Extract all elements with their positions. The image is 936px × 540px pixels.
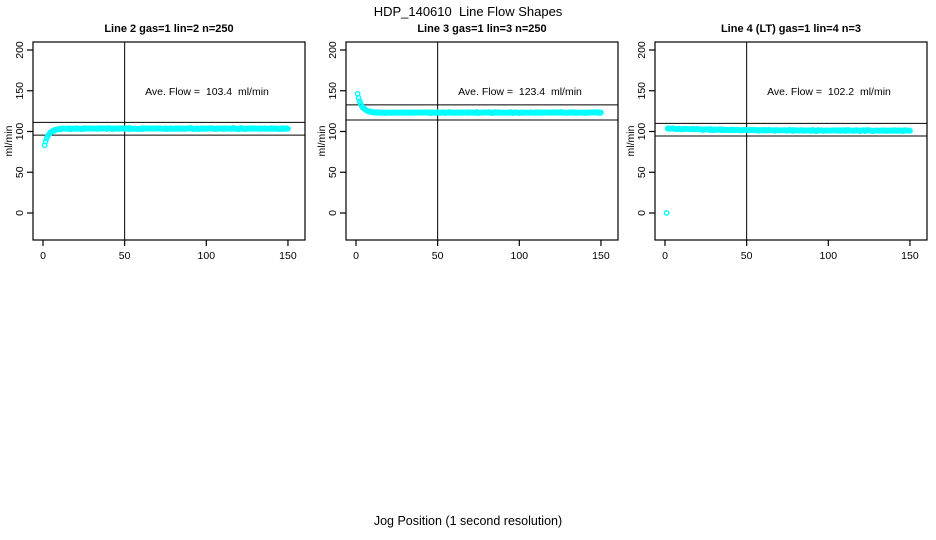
x-axis-label: Jog Position (1 second resolution) xyxy=(373,514,563,528)
panel-box xyxy=(345,41,619,241)
data-point xyxy=(598,109,604,116)
x-tick-label: 50 xyxy=(119,250,131,262)
plot-area: 0 50 100 150 200 0 50 100 150 0 50 100 150 200 0 50 100 1… xyxy=(14,41,928,262)
x-tick-label: 150 xyxy=(279,250,297,262)
y-tick-label: 0 xyxy=(14,210,26,216)
panel-title-line2: Line 2 gas=1 lin=2 n=250 xyxy=(104,23,234,35)
panel-box xyxy=(32,41,306,241)
y-tick-label: 50 xyxy=(327,166,339,178)
ave-flow-annotation-line3: Ave. Flow = 123.4 ml/min xyxy=(458,86,582,98)
data-point xyxy=(285,125,291,132)
x-tick-label: 0 xyxy=(662,250,668,262)
y-tick-label: 100 xyxy=(636,123,648,141)
y-tick-label: 100 xyxy=(327,123,339,141)
x-tick-label: 0 xyxy=(353,250,359,262)
x-tick-label: 150 xyxy=(592,250,610,262)
y-tick-label: 0 xyxy=(636,210,648,216)
y-tick-label: 150 xyxy=(327,82,339,100)
panel-title-line4: Line 4 (LT) gas=1 lin=4 n=3 xyxy=(720,23,862,35)
x-tick-label: 100 xyxy=(198,250,216,262)
y-tick-label: 50 xyxy=(14,166,26,178)
x-tick-label: 50 xyxy=(432,250,444,262)
x-tick-label: 0 xyxy=(40,250,46,262)
y-tick-label: 50 xyxy=(636,166,648,178)
data-point xyxy=(663,210,670,216)
x-tick-label: 150 xyxy=(901,250,919,262)
y-tick-label: 200 xyxy=(636,41,648,59)
y-tick-label: 0 xyxy=(327,210,339,216)
data-point xyxy=(42,138,49,145)
y-tick-label: 100 xyxy=(14,123,26,141)
panel-title-line3: Line 3 gas=1 lin=3 n=250 xyxy=(417,23,547,35)
x-tick-label: 100 xyxy=(820,250,838,262)
main-title: HDP_140610 Line Flow Shapes xyxy=(373,4,563,19)
x-tick-label: 100 xyxy=(511,250,529,262)
y-tick-label: 150 xyxy=(636,82,648,100)
data-point xyxy=(355,95,362,101)
x-tick-label: 50 xyxy=(741,250,753,262)
panel-box xyxy=(654,41,928,241)
y-tick-label: 200 xyxy=(327,41,339,59)
ave-flow-annotation-line2: Ave. Flow = 103.4 ml/min xyxy=(145,86,269,98)
data-point xyxy=(907,127,913,134)
y-tick-label: 150 xyxy=(14,82,26,100)
y-tick-label: 200 xyxy=(14,41,26,59)
ave-flow-annotation-line4: Ave. Flow = 102.2 ml/min xyxy=(767,86,891,98)
